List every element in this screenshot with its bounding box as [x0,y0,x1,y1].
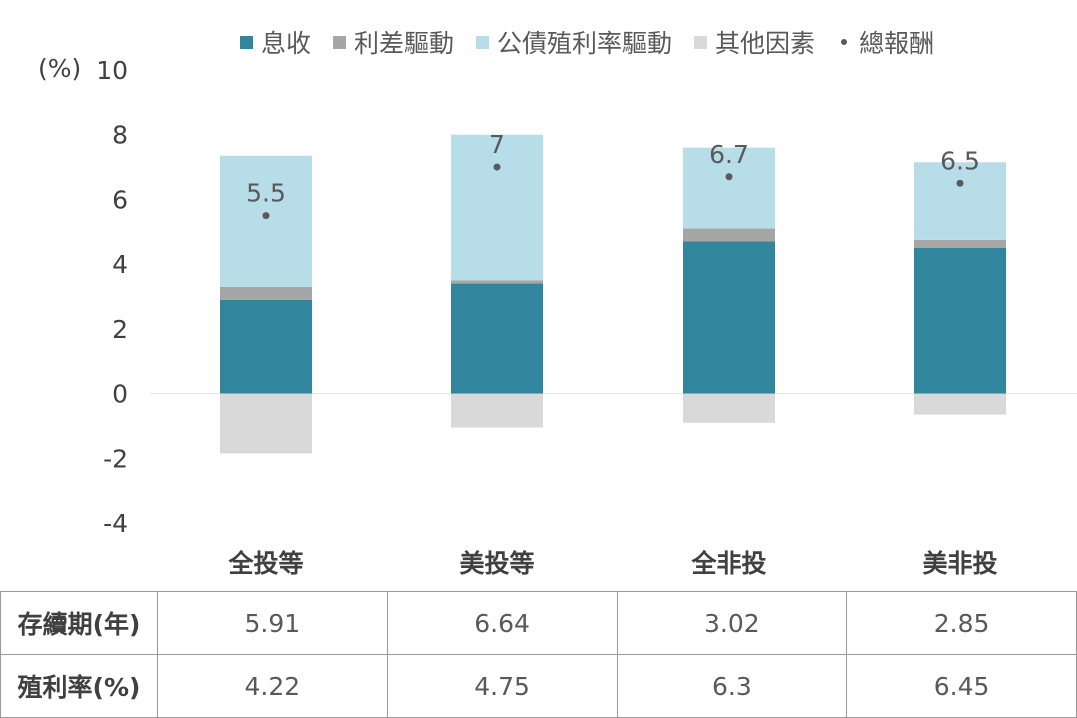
bar-segment-2 [451,280,543,284]
total-return-point [956,179,964,187]
x-category-label: 美投等 [459,549,534,578]
legend-swatch [476,35,490,49]
y-tick-label: 10 [96,56,128,85]
bar-segment-4 [683,393,775,423]
bar-segment-1 [914,247,1006,394]
y-tick-label: 2 [112,315,128,344]
legend-item-total: 總報酬 [837,24,934,60]
x-category-label: 美非投 [922,549,997,578]
bar-segment-4 [220,393,312,454]
total-return-label: 6.5 [940,146,980,175]
table-row-yield: 殖利率(%) 4.22 4.75 6.3 6.45 [0,654,1077,718]
row-header: 存續期(年) [0,591,158,655]
legend-label: 總報酬 [859,29,935,58]
total-return-point [493,163,501,171]
legend-label: 其他因素 [715,29,816,58]
legend-item-other: 其他因素 [694,24,815,60]
total-return-label: 7 [489,130,505,159]
bar-segment-3 [220,155,312,287]
bar-segment-2 [683,228,775,242]
total-return-label: 6.7 [709,140,749,169]
y-tick-label: -4 [103,509,128,538]
row-header: 殖利率(%) [0,654,158,718]
legend-swatch [694,35,708,49]
y-tick-label: 8 [112,121,128,150]
bar-segment-2 [914,239,1006,248]
legend-item-spread: 利差驅動 [333,24,454,60]
y-tick-label: -2 [103,444,128,473]
legend-label: 利差驅動 [354,29,455,58]
stacked-bar-chart: -4 -2 0 2 4 6 8 10 全投等 5.5 美投等 7 全非投 6.7 美非投 6.5 [96,56,1077,578]
metrics-table: 存續期(年) 5.91 6.64 3.02 2.85 殖利率(%) 4.22 4… [0,591,1077,718]
bar-segment-3 [914,162,1006,240]
y-tick-label: 0 [112,380,128,409]
bar-segment-3 [683,147,775,229]
table-cell: 6.64 [386,591,618,655]
y-tick-label: 4 [112,250,128,279]
total-return-label: 5.5 [246,179,286,208]
total-return-point [725,173,733,181]
x-category-label: 全非投 [690,549,766,578]
legend-dot [841,39,848,45]
bar-segment-1 [220,299,312,394]
table-cell: 2.85 [846,591,1077,655]
y-axis-unit-label: (%) [38,54,82,83]
chart-legend: 息收 利差驅動 公債殖利率驅動 其他因素 總報酬 [240,22,934,62]
legend-item-interest: 息收 [240,24,311,60]
bar-segment-4 [914,393,1006,415]
table-cell: 3.02 [616,591,848,655]
bar-segment-1 [683,241,775,394]
legend-swatch [333,35,347,49]
bar-segment-3 [451,134,543,281]
total-return-point [262,212,270,220]
y-tick-label: 6 [112,185,128,214]
table-cell: 4.22 [157,654,388,718]
legend-swatch [240,35,253,49]
legend-label: 公債殖利率驅動 [497,29,673,58]
x-category-label: 全投等 [227,549,303,578]
bar-segment-1 [451,283,543,394]
table-cell: 6.3 [616,654,848,718]
legend-label: 息收 [261,29,312,58]
bar-segment-2 [220,286,312,300]
bar-segment-4 [451,393,543,428]
table-row-duration: 存續期(年) 5.91 6.64 3.02 2.85 [0,591,1077,655]
table-cell: 5.91 [157,591,388,655]
table-cell: 4.75 [386,654,618,718]
legend-item-treasury: 公債殖利率驅動 [476,24,672,60]
table-cell: 6.45 [846,654,1077,718]
